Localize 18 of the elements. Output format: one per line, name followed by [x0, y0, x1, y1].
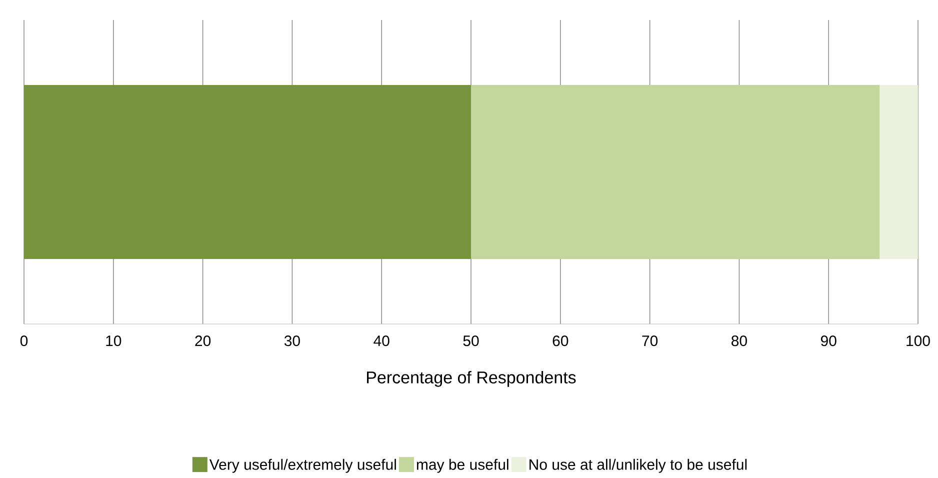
x-tick-label: 60: [552, 336, 568, 346]
legend-label: No use at all/unlikely to be useful: [530, 458, 747, 473]
bar: [880, 84, 918, 259]
x-tick-label: 40: [374, 336, 390, 346]
x-tick-label: 20: [195, 336, 211, 346]
bar: [471, 84, 880, 259]
legend-label: Very useful/extremely useful: [209, 458, 396, 473]
x-tick-label: 30: [284, 336, 300, 346]
x-tick-label: 50: [463, 336, 479, 346]
x-tick-label: 100: [906, 336, 930, 346]
x-tick-label: 0: [20, 336, 28, 346]
x-tick-label: 80: [732, 336, 747, 346]
bar: [24, 84, 472, 259]
x-tick-label: 70: [642, 336, 658, 346]
x-axis-title: Percentage of Respondents: [367, 370, 576, 387]
legend-label: may be useful: [416, 458, 508, 473]
x-tick-label: 90: [820, 336, 836, 346]
x-tick-label: 10: [106, 336, 122, 346]
